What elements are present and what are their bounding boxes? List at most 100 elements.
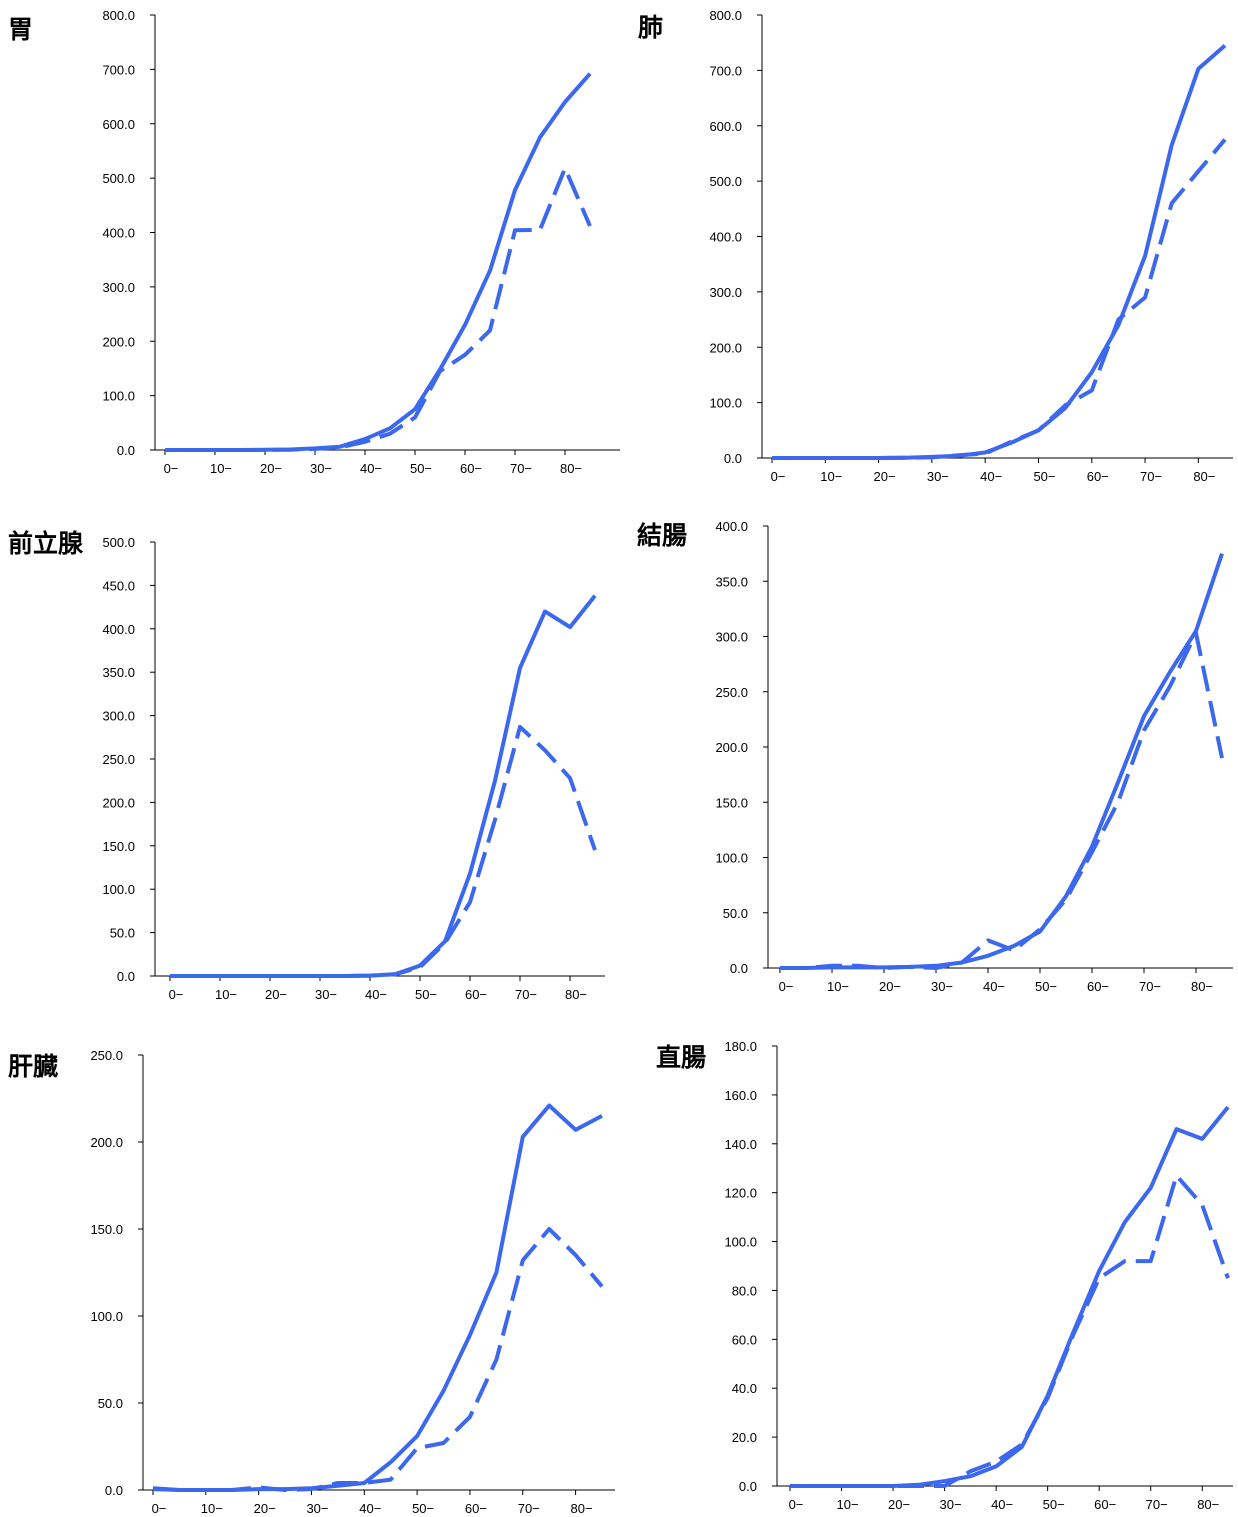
x-tick-label: 80− xyxy=(571,1501,593,1516)
y-tick-label: 100.0 xyxy=(715,851,748,866)
x-tick-label: 10− xyxy=(210,461,232,476)
series-line-solid xyxy=(780,552,1224,970)
x-tick-label: 70− xyxy=(1139,979,1161,994)
y-tick-label: 160.0 xyxy=(724,1088,757,1103)
series-line-dashed xyxy=(152,1227,604,1492)
y-tick-label: 150.0 xyxy=(102,839,135,854)
y-tick-label: 350.0 xyxy=(715,574,748,589)
y-tick-label: 0.0 xyxy=(730,961,748,976)
x-tick-label: 50− xyxy=(1043,1497,1065,1512)
y-tick-label: 600.0 xyxy=(102,117,135,132)
x-tick-label: 20− xyxy=(254,1501,276,1516)
y-tick-label: 300.0 xyxy=(102,709,135,724)
y-tick-label: 0.0 xyxy=(117,969,135,984)
series-line-solid xyxy=(772,43,1227,460)
x-tick-label: 0− xyxy=(789,1497,804,1512)
x-tick-label: 0− xyxy=(779,979,794,994)
y-tick-label: 50.0 xyxy=(110,926,135,941)
x-tick-label: 70− xyxy=(1146,1497,1168,1512)
x-tick-label: 60− xyxy=(460,461,482,476)
series-line-dashed xyxy=(790,1173,1230,1488)
series-line-dashed xyxy=(772,138,1227,460)
y-tick-label: 500.0 xyxy=(102,171,135,186)
y-tick-label: 600.0 xyxy=(709,119,742,134)
x-tick-label: 30− xyxy=(315,987,337,1002)
chart-title: 肺 xyxy=(638,13,663,42)
x-tick-label: 20− xyxy=(265,987,287,1002)
series-line-solid xyxy=(790,1105,1230,1488)
y-tick-label: 120.0 xyxy=(724,1186,757,1201)
y-tick-label: 200.0 xyxy=(102,334,135,349)
y-tick-label: 180.0 xyxy=(724,1039,757,1054)
chart-panel-1: 肺 0.0 100.0 200.0 300.0 400.0 500.0 600.0 700.0 8… xyxy=(638,8,1233,484)
chart-panel-4: 肝臓 0.0 50.0 100.0 150.0 200.0 250.0 0− 10− 20− 30−… xyxy=(8,1048,615,1516)
y-tick-label: 80.0 xyxy=(732,1283,757,1298)
y-tick-label: 60.0 xyxy=(732,1332,757,1347)
x-tick-label: 40− xyxy=(991,1497,1013,1512)
x-tick-label: 0− xyxy=(771,469,786,484)
x-tick-label: 40− xyxy=(983,979,1005,994)
y-tick-label: 0.0 xyxy=(724,451,742,466)
y-tick-label: 300.0 xyxy=(102,280,135,295)
x-tick-label: 30− xyxy=(931,979,953,994)
y-tick-label: 0.0 xyxy=(105,1483,123,1498)
series-line-dashed xyxy=(780,631,1224,970)
x-tick-label: 50− xyxy=(412,1501,434,1516)
y-tick-label: 50.0 xyxy=(723,906,748,921)
x-tick-label: 30− xyxy=(927,469,949,484)
y-tick-label: 20.0 xyxy=(732,1430,757,1445)
x-tick-label: 80− xyxy=(1193,469,1215,484)
y-tick-label: 400.0 xyxy=(102,622,135,637)
series-line-dashed xyxy=(170,724,597,978)
x-tick-label: 80− xyxy=(1197,1497,1219,1512)
y-tick-label: 250.0 xyxy=(102,752,135,767)
x-tick-label: 30− xyxy=(940,1497,962,1512)
y-tick-label: 100.0 xyxy=(724,1235,757,1250)
chart-title: 結腸 xyxy=(637,521,687,550)
y-tick-label: 200.0 xyxy=(102,795,135,810)
x-tick-label: 40− xyxy=(365,987,387,1002)
y-tick-label: 350.0 xyxy=(102,665,135,680)
y-tick-label: 40.0 xyxy=(732,1381,757,1396)
y-tick-label: 700.0 xyxy=(709,63,742,78)
y-tick-label: 400.0 xyxy=(715,519,748,534)
chart-panel-5: 直腸 0.0 20.0 40.0 60.0 80.0 100.0 120.0 140.0 160.… xyxy=(656,1039,1233,1512)
y-tick-label: 500.0 xyxy=(102,535,135,550)
x-tick-label: 10− xyxy=(215,987,237,1002)
series-line-solid xyxy=(170,594,597,978)
x-tick-label: 10− xyxy=(827,979,849,994)
y-tick-label: 150.0 xyxy=(90,1222,123,1237)
y-tick-label: 200.0 xyxy=(709,340,742,355)
x-tick-label: 0− xyxy=(164,461,179,476)
x-tick-label: 50− xyxy=(415,987,437,1002)
y-tick-label: 140.0 xyxy=(724,1137,757,1152)
x-tick-label: 60− xyxy=(1087,469,1109,484)
y-tick-label: 450.0 xyxy=(102,578,135,593)
x-tick-label: 0− xyxy=(169,987,184,1002)
x-tick-label: 80− xyxy=(560,461,582,476)
x-tick-label: 50− xyxy=(1035,979,1057,994)
x-tick-label: 50− xyxy=(410,461,432,476)
x-tick-label: 20− xyxy=(874,469,896,484)
y-tick-label: 100.0 xyxy=(102,389,135,404)
chart-panel-0: 胃 0.0 100.0 200.0 300.0 400.0 500.0 600.0 700.0 8… xyxy=(8,8,620,476)
y-tick-label: 100.0 xyxy=(102,882,135,897)
x-tick-label: 70− xyxy=(515,987,537,1002)
x-tick-label: 40− xyxy=(360,461,382,476)
y-tick-label: 800.0 xyxy=(102,8,135,23)
y-tick-label: 0.0 xyxy=(117,443,135,458)
x-tick-label: 60− xyxy=(465,987,487,1002)
x-tick-label: 20− xyxy=(879,979,901,994)
chart-title: 前立腺 xyxy=(8,529,84,558)
y-tick-label: 100.0 xyxy=(90,1309,123,1324)
y-tick-label: 500.0 xyxy=(709,174,742,189)
y-tick-label: 300.0 xyxy=(715,630,748,645)
x-tick-label: 10− xyxy=(820,469,842,484)
x-tick-label: 80− xyxy=(1191,979,1213,994)
y-tick-label: 200.0 xyxy=(90,1135,123,1150)
x-tick-label: 70− xyxy=(518,1501,540,1516)
x-tick-label: 70− xyxy=(1140,469,1162,484)
y-tick-label: 800.0 xyxy=(709,8,742,23)
